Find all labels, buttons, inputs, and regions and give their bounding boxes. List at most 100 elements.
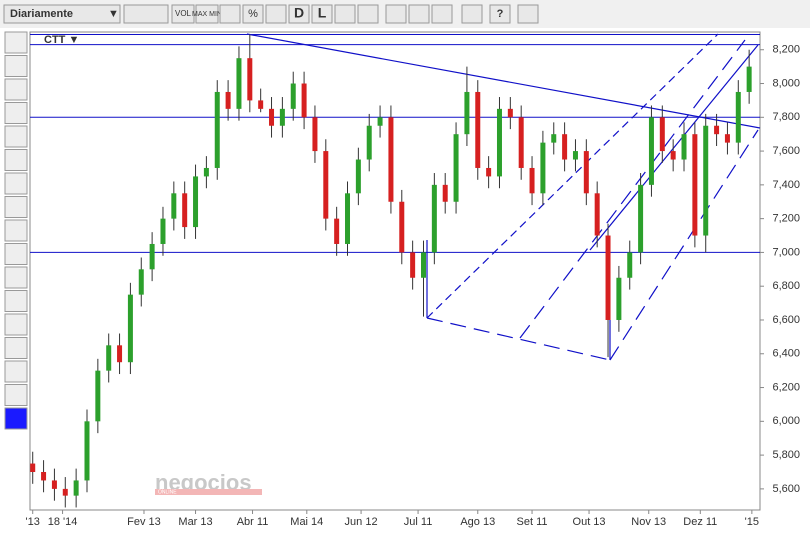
candle-body (84, 421, 90, 481)
x-tick-label: Jul 11 (404, 516, 433, 528)
maxmin-button[interactable] (195, 4, 219, 24)
tool-button[interactable] (4, 337, 28, 359)
help-button[interactable] (489, 4, 511, 24)
candle-body (399, 201, 405, 253)
candle-body (225, 91, 231, 109)
crosshair2-button[interactable] (357, 4, 379, 24)
channel-line (426, 317, 611, 361)
tool-button[interactable] (4, 407, 28, 430)
tool-button[interactable] (4, 266, 28, 289)
tool-button[interactable] (4, 290, 28, 312)
tool-button[interactable] (4, 102, 28, 124)
candle-body (30, 463, 36, 472)
x-tick-label: 18 '14 (48, 516, 78, 528)
l-button[interactable] (311, 4, 333, 24)
tool-button[interactable] (4, 149, 28, 171)
candle-body (51, 480, 57, 489)
candle-body (475, 91, 481, 168)
tool-button[interactable] (4, 196, 28, 218)
tool-button[interactable] (4, 384, 28, 406)
y-tick-label: 5,600 (772, 483, 800, 495)
candle-body (269, 108, 275, 126)
tool-button[interactable] (4, 125, 28, 148)
x-tick-label: Fev 13 (127, 516, 161, 528)
candle-body (171, 193, 177, 219)
x-tick-label: Out 13 (573, 516, 606, 528)
plot-frame (29, 31, 761, 511)
candle-body (355, 159, 361, 194)
tool-button[interactable] (4, 243, 28, 265)
channel-line (589, 44, 759, 251)
candle-body (724, 134, 730, 143)
candle-body (648, 117, 654, 185)
candle-body (638, 184, 644, 253)
tool-button[interactable] (4, 172, 28, 195)
book-button[interactable] (517, 4, 539, 24)
y-tick-label: 5,800 (772, 449, 800, 461)
tool-button[interactable] (4, 219, 28, 242)
dropdown-arrow: ▼ (108, 8, 119, 20)
percent-button[interactable] (242, 4, 264, 24)
candle-body (236, 58, 242, 109)
candle-body (301, 83, 307, 118)
candle-body (203, 167, 209, 177)
candle-body (214, 91, 220, 168)
period-select[interactable] (3, 4, 121, 24)
candle-body (95, 370, 101, 422)
x-tick-label: Nov 13 (631, 516, 666, 528)
candle-body (106, 345, 112, 371)
zoom-out-button[interactable] (408, 4, 430, 24)
x-tick-label: Jun 12 (345, 516, 378, 528)
candle-body (160, 218, 166, 244)
watermark-bar (155, 489, 262, 495)
chart-style-button[interactable] (123, 4, 169, 24)
x-tick-label: Ago 13 (460, 516, 495, 528)
candle-body (149, 243, 155, 270)
candle-body (583, 151, 589, 194)
candle-body (507, 108, 513, 118)
candle-body (464, 91, 470, 135)
l-label: L (318, 5, 327, 21)
candle-body (703, 125, 709, 236)
y-tick-label: 7,800 (772, 111, 800, 123)
candle-body (746, 66, 752, 92)
candle-body (420, 252, 426, 278)
candle-body (551, 134, 557, 143)
y-tick-label: 7,200 (772, 213, 800, 225)
compare-button[interactable] (265, 4, 287, 24)
candle-body (388, 117, 394, 202)
tool-button[interactable] (4, 55, 28, 77)
tool-button[interactable] (4, 360, 28, 383)
vol-button[interactable] (171, 4, 195, 24)
candle-body (312, 117, 318, 152)
period-label: Diariamente (10, 8, 73, 20)
zoom-in-button[interactable] (431, 4, 453, 24)
candle-body (486, 167, 492, 177)
channel-line (519, 39, 746, 339)
tool-button[interactable] (4, 78, 28, 101)
channel-line (426, 33, 719, 319)
watermark-sub: ONLINE (158, 489, 177, 495)
candle-body (670, 151, 676, 160)
line-button[interactable] (385, 4, 407, 24)
candle-body (431, 184, 437, 253)
y-tick-label: 6,200 (772, 381, 800, 393)
print-button[interactable] (461, 4, 483, 24)
x-tick-label: Dez 11 (683, 516, 717, 528)
candle-body (73, 480, 79, 496)
trend-line (246, 33, 761, 129)
candle-body (735, 91, 741, 143)
d-button[interactable] (288, 4, 310, 24)
candle-body (117, 345, 123, 363)
y-tick-label: 8,000 (772, 77, 800, 89)
candle-body (714, 125, 720, 135)
candle-body (453, 134, 459, 202)
candle-body (616, 277, 622, 320)
tool-button[interactable] (4, 31, 28, 54)
crosshair-button[interactable] (334, 4, 356, 24)
tool-button[interactable] (4, 313, 28, 336)
candle-body (41, 471, 47, 481)
grid-button[interactable] (219, 4, 241, 24)
side-toolbar (4, 31, 28, 430)
